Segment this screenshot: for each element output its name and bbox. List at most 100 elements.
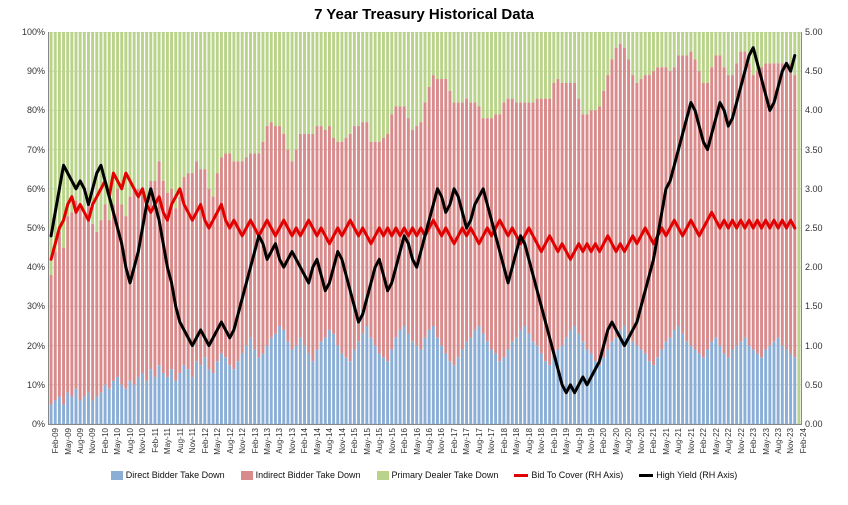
y-right-tick: 0.00 xyxy=(805,419,837,429)
x-tick: Feb-18 xyxy=(500,428,509,453)
y-left-tick: 100% xyxy=(13,27,45,37)
x-tick: Nov-19 xyxy=(587,428,596,454)
x-tick: Feb-13 xyxy=(251,428,260,453)
y-left-tick: 60% xyxy=(13,184,45,194)
x-tick: Feb-20 xyxy=(599,428,608,453)
x-tick: Feb-21 xyxy=(649,428,658,453)
x-tick: Feb-19 xyxy=(550,428,559,453)
x-tick: Feb-24 xyxy=(799,428,808,453)
plot-area: 0%10%20%30%40%50%60%70%80%90%100% 0.000.… xyxy=(48,32,802,425)
chart-container: 7 Year Treasury Historical Data 0%10%20%… xyxy=(0,0,848,505)
x-tick: Aug-15 xyxy=(375,428,384,454)
x-tick: May-21 xyxy=(662,428,671,455)
x-tick: May-15 xyxy=(363,428,372,455)
x-tick: Aug-17 xyxy=(475,428,484,454)
y-left-tick: 10% xyxy=(13,380,45,390)
x-tick: Nov-15 xyxy=(388,428,397,454)
y-right-tick: 1.00 xyxy=(805,341,837,351)
x-tick: Feb-09 xyxy=(51,428,60,453)
y-left-tick: 30% xyxy=(13,301,45,311)
x-tick: May-20 xyxy=(612,428,621,455)
x-tick: Aug-23 xyxy=(774,428,783,454)
legend-swatch xyxy=(241,471,253,480)
x-tick: Feb-16 xyxy=(400,428,409,453)
y-left-tick: 20% xyxy=(13,341,45,351)
legend-swatch xyxy=(111,471,123,480)
x-tick: May-16 xyxy=(413,428,422,455)
x-tick: Feb-22 xyxy=(699,428,708,453)
y-right-tick: 2.50 xyxy=(805,223,837,233)
x-tick: Nov-20 xyxy=(637,428,646,454)
y-left-tick: 90% xyxy=(13,66,45,76)
x-tick: Aug-13 xyxy=(275,428,284,454)
legend-item: Bid To Cover (RH Axis) xyxy=(514,470,623,480)
y-right-tick: 4.50 xyxy=(805,66,837,76)
x-tick: May-09 xyxy=(64,428,73,455)
x-tick: May-17 xyxy=(462,428,471,455)
x-tick: Aug-11 xyxy=(176,428,185,453)
x-tick: Nov-22 xyxy=(737,428,746,454)
x-tick: Nov-14 xyxy=(338,428,347,454)
x-tick: Aug-18 xyxy=(525,428,534,454)
y-right-tick: 5.00 xyxy=(805,27,837,37)
y-right-tick: 2.00 xyxy=(805,262,837,272)
legend-swatch xyxy=(377,471,389,480)
x-tick: Aug-12 xyxy=(226,428,235,454)
x-tick: Nov-11 xyxy=(188,428,197,453)
y-left-tick: 40% xyxy=(13,262,45,272)
x-tick: Aug-20 xyxy=(624,428,633,454)
x-tick: Nov-16 xyxy=(437,428,446,454)
y-left-tick: 0% xyxy=(13,419,45,429)
legend: Direct Bidder Take Down Indirect Bidder T… xyxy=(0,470,848,480)
x-tick: Feb-23 xyxy=(749,428,758,453)
x-tick: Nov-23 xyxy=(786,428,795,454)
chart-svg xyxy=(49,32,801,424)
y-left-tick: 50% xyxy=(13,223,45,233)
x-tick: Aug-09 xyxy=(76,428,85,454)
x-tick: May-23 xyxy=(762,428,771,455)
x-tick: Feb-12 xyxy=(201,428,210,453)
x-tick: Nov-21 xyxy=(687,428,696,454)
legend-label: Direct Bidder Take Down xyxy=(126,470,225,480)
x-tick: Feb-17 xyxy=(450,428,459,453)
legend-item: High Yield (RH Axis) xyxy=(639,470,737,480)
x-tick: May-12 xyxy=(213,428,222,455)
x-tick: Nov-12 xyxy=(238,428,247,454)
x-tick: May-13 xyxy=(263,428,272,455)
x-tick: Aug-16 xyxy=(425,428,434,454)
x-tick: May-14 xyxy=(313,428,322,455)
x-tick: Nov-17 xyxy=(487,428,496,454)
x-tick: Aug-10 xyxy=(126,428,135,454)
x-tick: May-10 xyxy=(113,428,122,455)
x-tick: Nov-18 xyxy=(537,428,546,454)
x-tick: Nov-10 xyxy=(138,428,147,454)
x-tick: May-11 xyxy=(163,428,172,454)
y-right-tick: 1.50 xyxy=(805,301,837,311)
x-tick: Aug-22 xyxy=(724,428,733,454)
y-left-tick: 70% xyxy=(13,145,45,155)
x-tick: Feb-11 xyxy=(151,428,160,453)
chart-title: 7 Year Treasury Historical Data xyxy=(0,0,848,25)
x-tick: Nov-09 xyxy=(88,428,97,454)
x-tick: May-19 xyxy=(562,428,571,455)
y-axis-left: 0%10%20%30%40%50%60%70%80%90%100% xyxy=(13,32,45,424)
x-tick: May-22 xyxy=(712,428,721,455)
legend-label: Bid To Cover (RH Axis) xyxy=(531,470,623,480)
legend-label: High Yield (RH Axis) xyxy=(656,470,737,480)
y-right-tick: 4.00 xyxy=(805,105,837,115)
legend-item: Direct Bidder Take Down xyxy=(111,470,225,480)
x-tick: Feb-10 xyxy=(101,428,110,453)
y-axis-right: 0.000.501.001.502.002.503.003.504.004.50… xyxy=(805,32,837,424)
y-left-tick: 80% xyxy=(13,105,45,115)
legend-item: Indirect Bidder Take Down xyxy=(241,470,361,480)
legend-swatch xyxy=(639,474,653,477)
y-right-tick: 0.50 xyxy=(805,380,837,390)
x-tick: Nov-13 xyxy=(288,428,297,454)
y-right-tick: 3.00 xyxy=(805,184,837,194)
x-tick: Aug-19 xyxy=(575,428,584,454)
x-tick: Feb-14 xyxy=(300,428,309,453)
y-right-tick: 3.50 xyxy=(805,145,837,155)
legend-swatch xyxy=(514,474,528,477)
x-tick: Aug-14 xyxy=(325,428,334,454)
x-tick: May-18 xyxy=(512,428,521,455)
